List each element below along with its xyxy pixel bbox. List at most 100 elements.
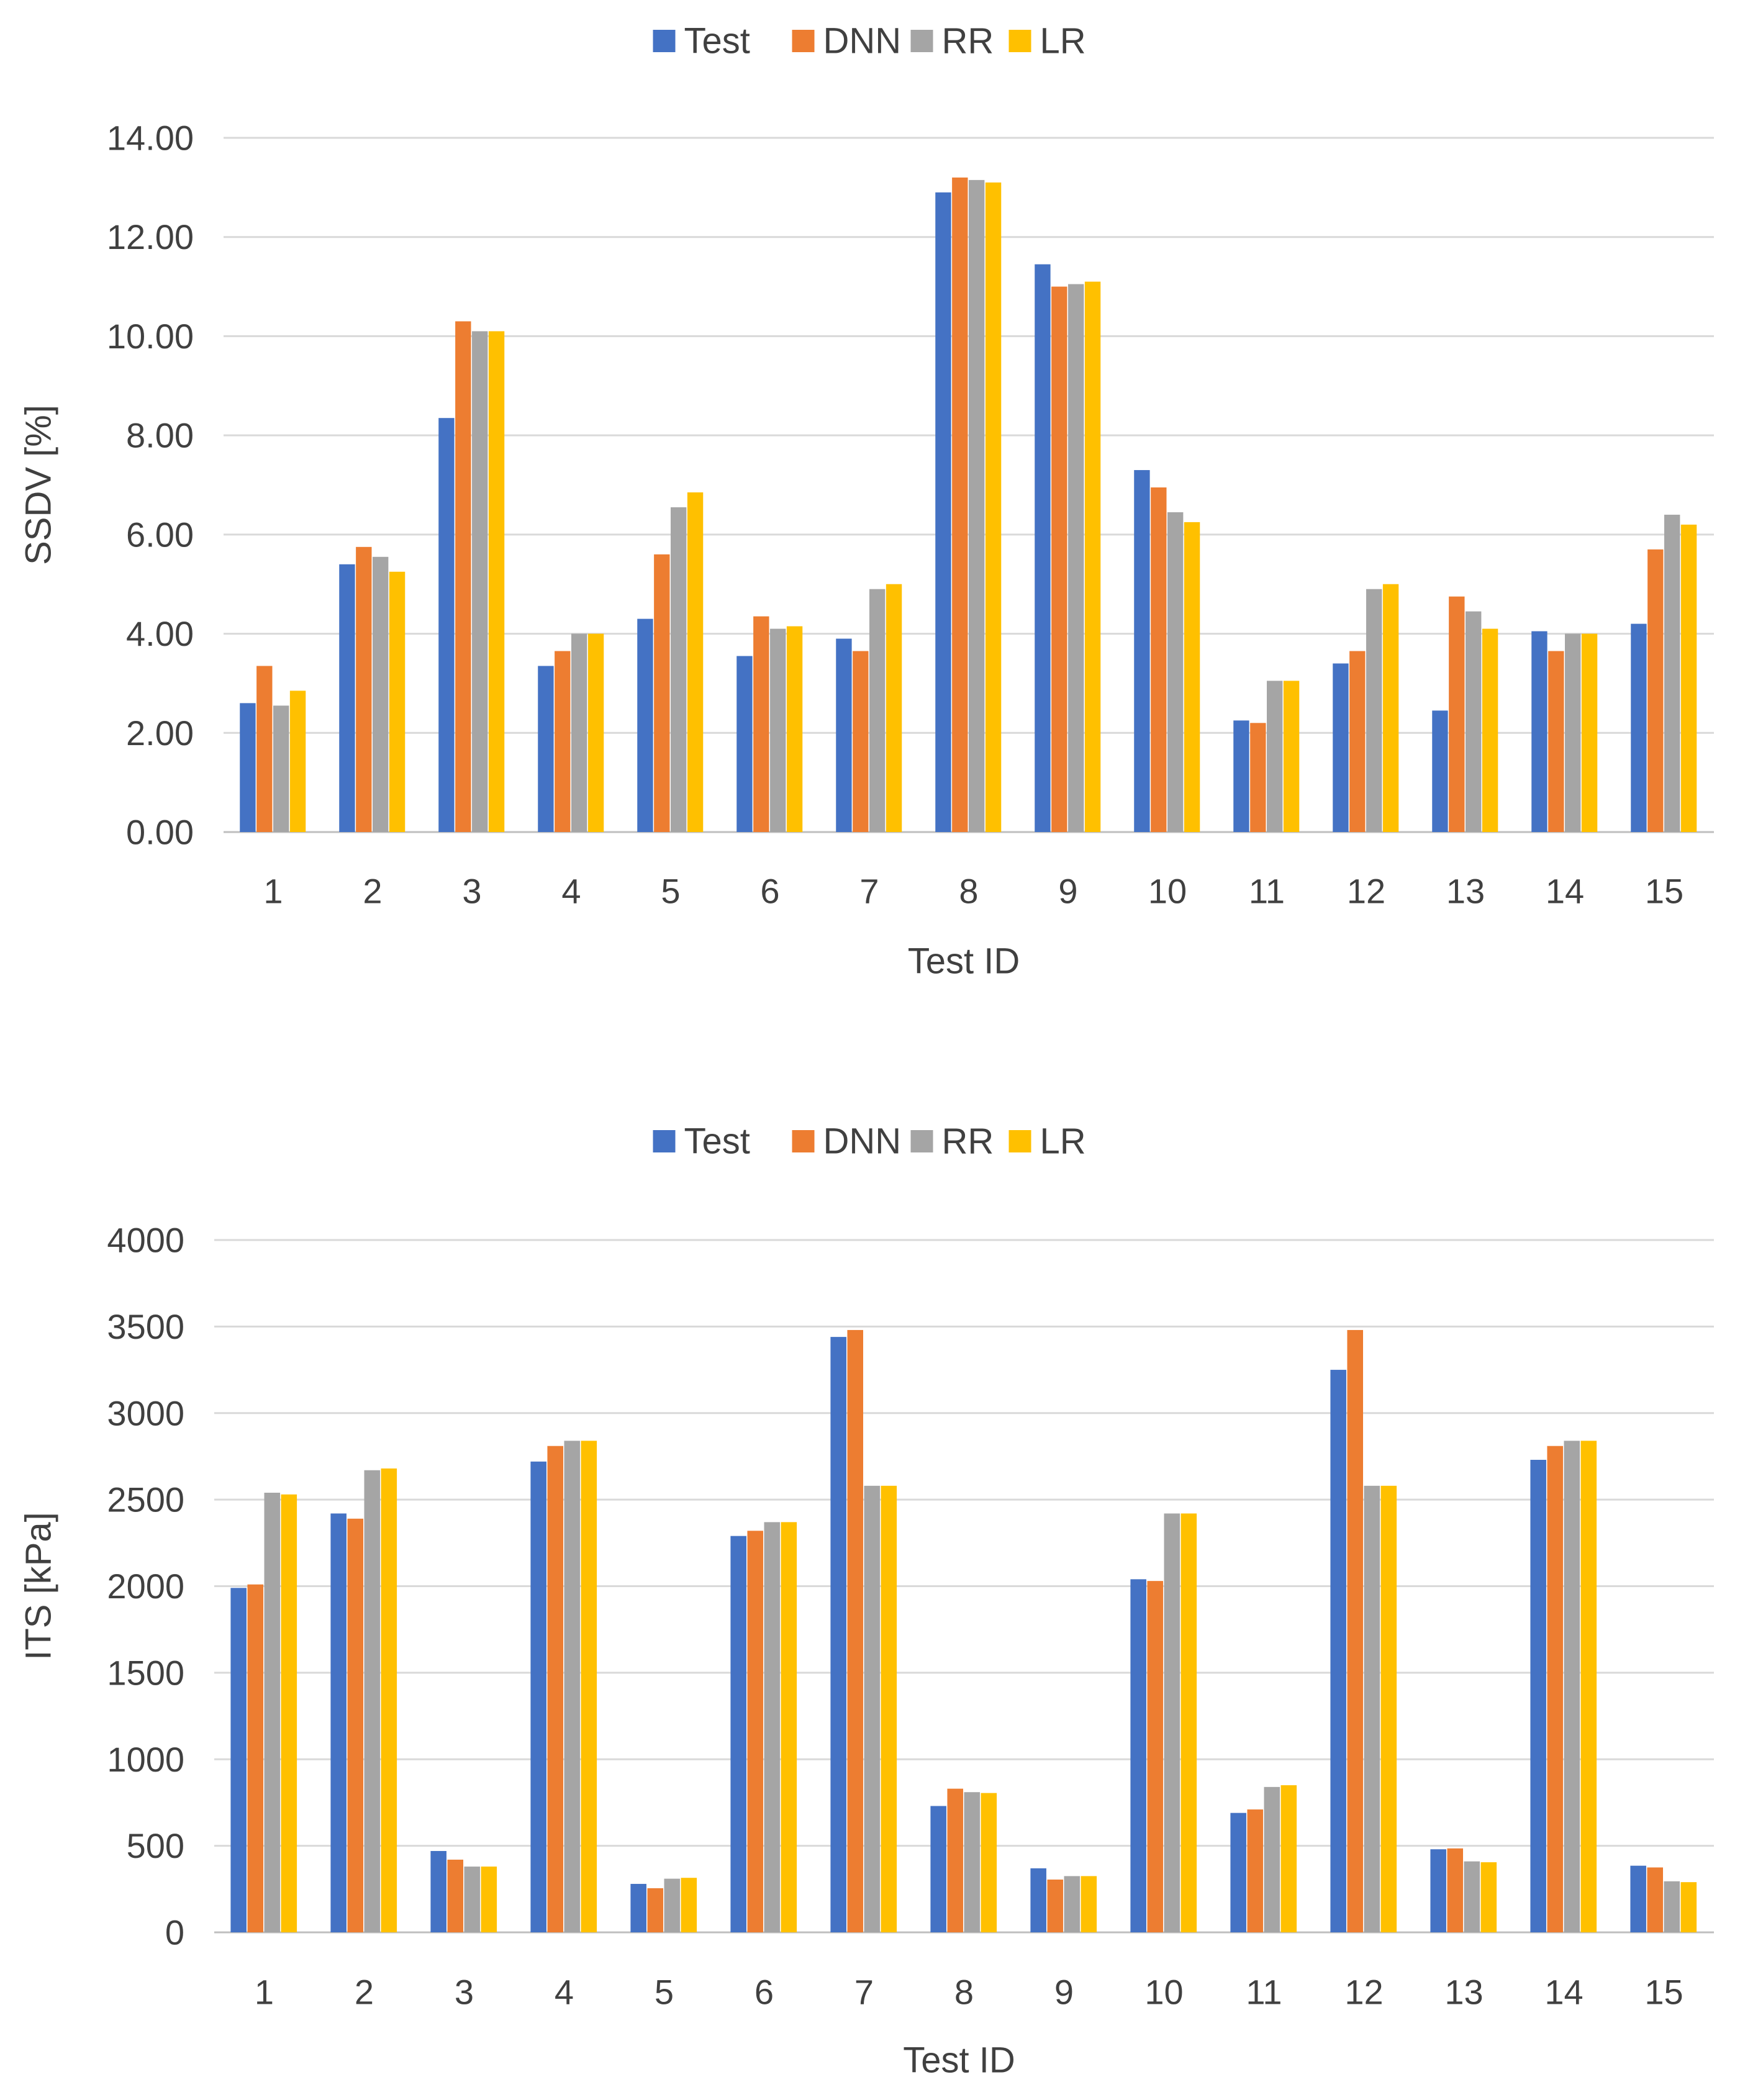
legend-label-rr: RR [942, 1121, 994, 1162]
bar-test-8 [935, 192, 951, 832]
legend: Test DNN RR LR [653, 21, 1086, 61]
y-axis-title: SSDV [%] [19, 405, 59, 565]
y-tick-label: 14.00 [107, 119, 194, 158]
bar-dnn-7 [847, 1329, 863, 1932]
bar-test-1 [240, 703, 256, 832]
bar-lr-6 [781, 1522, 797, 1932]
bar-dnn-12 [1347, 1329, 1363, 1932]
y-tick-label: 2000 [107, 1567, 184, 1606]
x-tick-label: 1 [263, 872, 283, 911]
x-tick-label: 14 [1544, 1973, 1583, 2012]
bar-dnn-5 [647, 1888, 663, 1932]
bar-dnn-15 [1647, 549, 1664, 832]
x-tick-label: 6 [754, 1973, 774, 2012]
bar-lr-1 [289, 690, 306, 832]
x-tick-label: 3 [455, 1973, 474, 2012]
bar-dnn-13 [1447, 1848, 1463, 1932]
legend-swatch-rr [910, 1130, 933, 1152]
bar-test-14 [1530, 1460, 1546, 1932]
bar-rr-14 [1564, 1441, 1580, 1932]
bar-lr-13 [1480, 1862, 1497, 1932]
bar-dnn-10 [1151, 487, 1167, 832]
y-tick-label: 6.00 [126, 515, 194, 554]
x-tick-label: 5 [661, 872, 680, 911]
x-tick-label: 1 [255, 1973, 274, 2012]
y-tick-label: 4000 [107, 1221, 184, 1260]
bar-test-1 [230, 1588, 247, 1932]
bar-dnn-8 [952, 177, 968, 832]
bar-lr-9 [1081, 1876, 1097, 1932]
bar-test-3 [438, 418, 455, 832]
legend-label-dnn: DNN [823, 21, 902, 61]
bar-test-2 [339, 564, 355, 832]
bar-test-3 [430, 1850, 446, 1932]
y-tick-label: 0 [165, 1913, 184, 1952]
bar-lr-12 [1382, 584, 1399, 832]
bar-test-5 [637, 618, 653, 832]
legend-swatch-dnn [792, 1130, 815, 1152]
bar-test-9 [1030, 1868, 1046, 1932]
bar-rr-1 [264, 1492, 281, 1932]
bar-test-2 [330, 1513, 347, 1932]
bar-rr-15 [1664, 514, 1680, 832]
bar-dnn-14 [1548, 651, 1564, 832]
legend-swatch-rr [910, 30, 933, 52]
x-tick-label: 12 [1347, 872, 1385, 911]
bar-lr-7 [886, 584, 902, 832]
bar-rr-11 [1267, 681, 1283, 832]
bar-lr-5 [687, 492, 704, 832]
bar-rr-15 [1664, 1881, 1680, 1932]
bar-dnn-3 [455, 321, 471, 832]
x-axis-title: Test ID [903, 2040, 1015, 2081]
bar-rr-5 [664, 1878, 681, 1932]
bar-lr-10 [1180, 1513, 1197, 1932]
legend-swatch-test [653, 1130, 676, 1152]
x-axis-title: Test ID [908, 941, 1020, 982]
x-tick-label: 5 [655, 1973, 674, 2012]
bar-test-4 [538, 666, 554, 832]
legend-swatch-test [653, 30, 676, 52]
x-tick-label: 9 [1058, 872, 1077, 911]
bar-dnn-6 [753, 616, 769, 832]
bar-dnn-14 [1547, 1446, 1563, 1932]
bar-rr-10 [1164, 1513, 1180, 1932]
bar-rr-3 [464, 1867, 481, 1932]
bar-test-15 [1630, 1865, 1646, 1932]
x-tick-label: 8 [959, 872, 978, 911]
bar-lr-11 [1283, 681, 1300, 832]
bar-dnn-12 [1349, 651, 1366, 832]
legend: Test DNN RR LR [653, 1121, 1086, 1162]
y-tick-label: 0.00 [126, 813, 194, 852]
bar-dnn-2 [347, 1518, 363, 1932]
bar-test-13 [1430, 1849, 1446, 1932]
bar-dnn-10 [1147, 1581, 1163, 1932]
x-tick-label: 13 [1444, 1973, 1483, 2012]
bar-rr-2 [364, 1470, 381, 1932]
bar-rr-12 [1366, 589, 1382, 832]
bar-test-7 [830, 1337, 846, 1932]
bar-rr-5 [671, 507, 687, 832]
y-tick-label: 8.00 [126, 416, 194, 455]
bar-test-10 [1130, 1579, 1146, 1932]
bar-dnn-7 [853, 651, 869, 832]
bar-test-8 [930, 1806, 946, 1932]
bar-dnn-11 [1247, 1809, 1263, 1932]
x-tick-label: 2 [363, 872, 382, 911]
x-tick-label: 11 [1246, 1973, 1282, 2012]
x-tick-label: 8 [954, 1973, 974, 2012]
bar-test-14 [1531, 631, 1547, 832]
y-tick-label: 4.00 [126, 614, 194, 653]
x-tick-label: 9 [1054, 1973, 1074, 2012]
x-tick-label: 2 [355, 1973, 374, 2012]
x-tick-label: 13 [1446, 872, 1485, 911]
bar-dnn-9 [1047, 1879, 1063, 1932]
legend-label-rr: RR [942, 21, 994, 61]
bar-lr-5 [681, 1878, 697, 1932]
bar-lr-1 [281, 1494, 297, 1932]
bar-test-9 [1035, 264, 1051, 832]
bar-dnn-11 [1250, 723, 1266, 832]
x-tick-label: 11 [1249, 872, 1285, 911]
bar-lr-3 [488, 331, 505, 832]
bar-test-4 [530, 1461, 546, 1932]
bar-dnn-8 [947, 1788, 963, 1932]
